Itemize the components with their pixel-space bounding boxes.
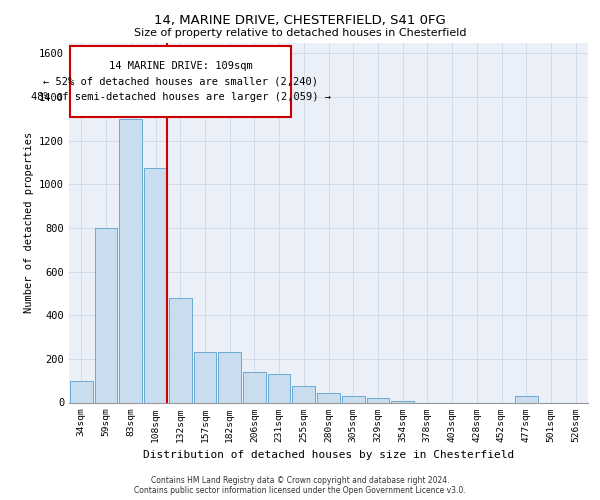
Text: 14, MARINE DRIVE, CHESTERFIELD, S41 0FG: 14, MARINE DRIVE, CHESTERFIELD, S41 0FG [154, 14, 446, 27]
Bar [218, 352, 241, 403]
Text: Contains HM Land Registry data © Crown copyright and database right 2024.
Contai: Contains HM Land Registry data © Crown c… [134, 476, 466, 495]
Bar [70, 380, 93, 402]
Text: Size of property relative to detached houses in Chesterfield: Size of property relative to detached ho… [134, 28, 466, 38]
Bar [144, 168, 167, 402]
Bar [367, 398, 389, 402]
Bar [317, 392, 340, 402]
Bar [342, 396, 365, 402]
Bar [95, 228, 118, 402]
Bar [292, 386, 315, 402]
Bar [119, 119, 142, 403]
X-axis label: Distribution of detached houses by size in Chesterfield: Distribution of detached houses by size … [143, 450, 514, 460]
FancyBboxPatch shape [70, 46, 292, 116]
Bar [194, 352, 216, 403]
Bar [268, 374, 290, 402]
Bar [169, 298, 191, 403]
Y-axis label: Number of detached properties: Number of detached properties [23, 132, 34, 313]
Bar [243, 372, 266, 402]
Text: 14 MARINE DRIVE: 109sqm
← 52% of detached houses are smaller (2,240)
48% of semi: 14 MARINE DRIVE: 109sqm ← 52% of detache… [31, 60, 331, 102]
Bar [515, 396, 538, 402]
